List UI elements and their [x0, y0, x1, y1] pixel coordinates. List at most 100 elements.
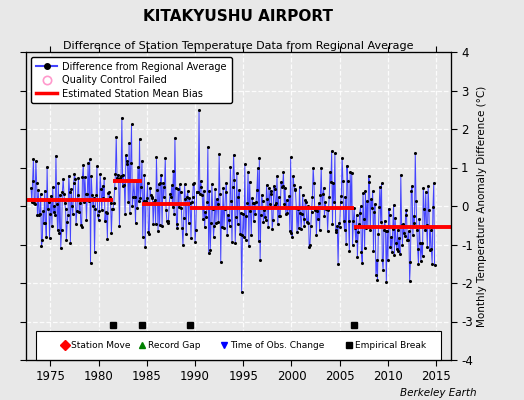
Point [124, 199, 133, 205]
Point [314, 200, 323, 206]
Point [397, 221, 406, 228]
Point [66, 240, 74, 246]
Point [423, 244, 432, 250]
Point [391, 215, 399, 221]
Point [397, 172, 405, 178]
Point [364, 224, 372, 230]
Point [122, 152, 130, 158]
Point [144, 229, 152, 235]
Point [324, 207, 333, 214]
Point [95, 208, 104, 214]
Point [210, 223, 219, 229]
Point [180, 215, 188, 222]
Point [305, 244, 313, 250]
Point [418, 253, 427, 259]
Point [157, 172, 166, 178]
Point [37, 243, 46, 250]
Point [92, 192, 100, 198]
Point [421, 227, 429, 234]
Point [389, 202, 398, 208]
Point [199, 216, 207, 222]
Point [40, 219, 48, 226]
Point [244, 169, 252, 175]
Point [31, 158, 40, 164]
Point [421, 189, 430, 195]
Point [150, 198, 158, 205]
Point [206, 247, 214, 253]
Point [209, 234, 217, 240]
Point [311, 207, 319, 213]
Point [345, 248, 354, 254]
Point [333, 223, 342, 230]
Point [290, 186, 299, 192]
Point [313, 208, 321, 214]
Point [334, 261, 342, 267]
Point [274, 221, 282, 228]
Point [159, 194, 168, 200]
Point [53, 227, 62, 233]
Point [319, 191, 327, 198]
Point [289, 173, 297, 179]
Point [259, 218, 268, 225]
Point [127, 121, 136, 128]
Point [344, 178, 352, 185]
Point [250, 200, 259, 206]
Point [145, 230, 154, 237]
Point [45, 234, 53, 241]
Point [413, 246, 422, 252]
Point [264, 224, 272, 230]
Point [57, 244, 65, 251]
Point [384, 257, 392, 263]
Point [97, 185, 105, 192]
Point [142, 198, 150, 204]
Point [196, 178, 205, 184]
Point [355, 221, 363, 227]
Point [52, 152, 60, 159]
Point [82, 191, 90, 197]
Point [42, 234, 50, 240]
Point [376, 183, 384, 190]
Point [62, 237, 71, 244]
Point [372, 272, 380, 278]
Point [34, 187, 42, 193]
Point [354, 229, 363, 236]
Point [195, 190, 204, 197]
Point [292, 205, 300, 212]
Point [314, 216, 322, 222]
Point [174, 204, 183, 210]
Point [326, 179, 335, 185]
Point [389, 226, 397, 232]
Point [153, 187, 161, 194]
Point [377, 180, 386, 187]
Point [130, 178, 138, 185]
Point [70, 171, 79, 178]
Point [269, 217, 277, 224]
Point [310, 180, 318, 187]
Point [67, 186, 75, 192]
Point [373, 277, 381, 283]
Point [180, 181, 189, 188]
Point [197, 184, 205, 190]
Point [415, 216, 423, 222]
Point [328, 220, 336, 227]
Point [296, 183, 304, 190]
Point [63, 218, 71, 225]
Point [330, 198, 339, 205]
Point [74, 174, 83, 181]
Point [118, 182, 127, 189]
Point [381, 228, 390, 235]
Point [392, 240, 400, 247]
Point [49, 184, 57, 190]
Point [171, 134, 179, 141]
Point [148, 194, 157, 200]
Point [48, 223, 56, 229]
Point [68, 203, 76, 210]
Point [86, 260, 95, 266]
Point [401, 233, 409, 239]
Point [182, 230, 190, 237]
Point [282, 211, 290, 217]
Point [134, 164, 142, 170]
Point [332, 227, 340, 233]
Point [75, 209, 83, 216]
Point [336, 199, 345, 206]
